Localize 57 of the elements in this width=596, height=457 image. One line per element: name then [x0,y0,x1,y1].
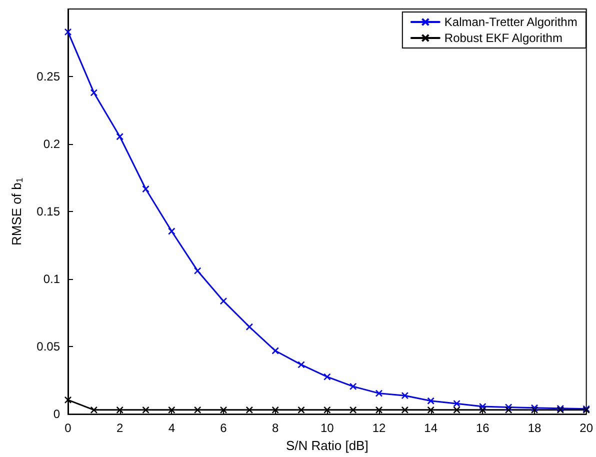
y-tick-label: 0 [53,407,60,422]
point [504,406,512,414]
point [427,406,434,414]
x-tick-label: 8 [272,421,279,436]
x-tick-label: 0 [64,421,72,436]
point [194,406,202,414]
x-tick-label: 4 [168,421,176,436]
point [220,297,228,305]
point [272,406,279,414]
point [194,267,202,274]
x-tick-label: 2 [116,421,124,436]
point [64,396,72,404]
point [246,323,254,331]
y-tick-label: 0.1 [43,272,60,286]
point [116,406,124,414]
point [401,406,409,414]
point [324,373,331,380]
point [90,89,98,96]
point [375,390,383,397]
point [453,400,460,408]
y-tick-label: 0.05 [36,340,60,354]
point [427,397,434,405]
y-axis-title: RMSE of b1 [9,178,24,246]
point [168,406,176,414]
x-tick-label: 14 [424,421,438,436]
point [142,185,150,193]
point [220,406,228,414]
point [349,382,357,390]
point [401,392,409,400]
point [349,406,357,414]
point [246,406,254,414]
point [324,406,331,414]
point [90,406,98,414]
point [142,406,150,414]
point [116,132,124,140]
legend-label: Kalman-Tretter Algorithm [444,15,578,29]
point [298,361,305,368]
legend-label: Robust EKF Algorithm [444,31,562,45]
x-tick-label: 10 [320,421,334,436]
point [479,402,486,410]
y-tick-label: 0.15 [36,204,60,219]
point [479,406,486,414]
x-tick-label: 16 [476,421,490,436]
point [298,406,305,414]
x-tick-label: 12 [372,421,386,436]
x-axis-title: S/N Ratio [dB] [286,438,368,453]
point [64,28,72,36]
x-tick-label: 6 [220,421,228,436]
point [453,406,460,414]
point [504,404,512,411]
y-tick-label: 0.2 [43,137,60,152]
point [272,347,279,354]
y-tick-label: 0.25 [36,70,60,84]
point [168,228,176,235]
x-tick-label: 18 [528,421,542,436]
x-tick-label: 20 [580,421,594,436]
point [375,406,383,414]
